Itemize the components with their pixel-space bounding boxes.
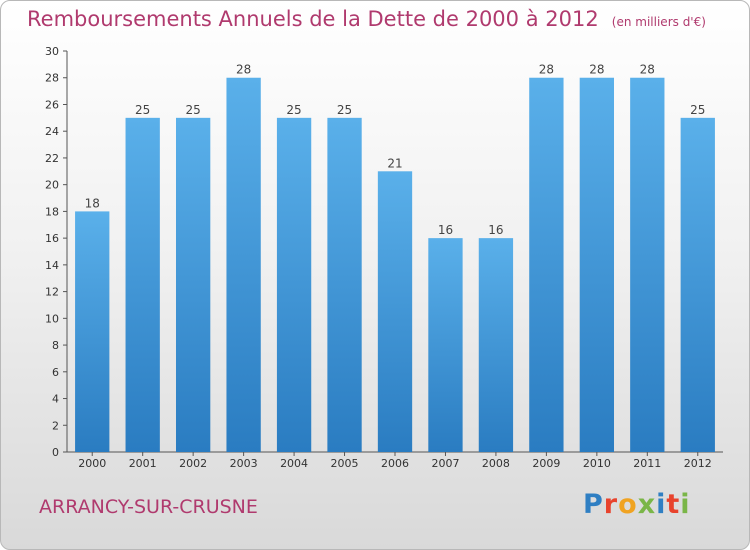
y-tick-label: 0 <box>52 446 59 459</box>
y-tick-label: 26 <box>45 98 59 111</box>
bar-2005 <box>327 117 362 452</box>
data-label: 28 <box>539 63 554 77</box>
chart-bars <box>75 77 715 453</box>
y-tick-label: 18 <box>45 205 59 218</box>
bar-2012 <box>680 117 715 452</box>
x-tick-label: 2000 <box>78 457 106 470</box>
data-label: 28 <box>236 63 251 77</box>
data-label: 25 <box>135 103 150 117</box>
y-tick-label: 2 <box>52 419 59 432</box>
bar-2004 <box>276 117 312 452</box>
data-label: 16 <box>438 223 453 237</box>
y-tick-label: 28 <box>45 72 59 85</box>
x-tick-label: 2004 <box>280 457 308 470</box>
data-label: 25 <box>286 103 301 117</box>
chart-labels: 2000 18 2001 25 2002 25 2003 28 2004 25 2005 25 2006… <box>78 63 712 470</box>
y-tick-label: 12 <box>45 286 59 299</box>
data-label: 21 <box>387 156 402 170</box>
x-tick-label: 2012 <box>684 457 712 470</box>
bar-2011 <box>630 77 665 452</box>
data-label: 16 <box>488 223 503 237</box>
data-label: 25 <box>690 103 705 117</box>
y-tick-label: 10 <box>45 312 59 325</box>
y-tick-label: 16 <box>45 232 59 245</box>
bar-2002 <box>175 117 211 452</box>
y-tick-label: 8 <box>52 339 59 352</box>
x-tick-label: 2008 <box>482 457 510 470</box>
x-tick-label: 2001 <box>129 457 157 470</box>
y-tick-label: 30 <box>45 45 59 58</box>
data-label: 28 <box>589 63 604 77</box>
y-tick-label: 14 <box>45 259 59 272</box>
y-tick-label: 22 <box>45 152 59 165</box>
data-label: 18 <box>85 196 100 210</box>
bar-2008 <box>478 238 514 452</box>
y-tick-label: 6 <box>52 366 59 379</box>
commune-name: ARRANCY-SUR-CRUSNE <box>39 496 258 518</box>
y-tick-label: 4 <box>52 393 59 406</box>
data-label: 28 <box>640 63 655 77</box>
bar-2010 <box>579 77 615 452</box>
x-tick-label: 2010 <box>583 457 611 470</box>
bar-2000 <box>75 211 110 452</box>
bar-2003 <box>226 77 261 452</box>
proxiti-logo: Proxiti <box>583 489 691 520</box>
x-tick-label: 2006 <box>381 457 409 470</box>
x-tick-label: 2009 <box>532 457 560 470</box>
bar-2009 <box>529 77 564 452</box>
data-label: 25 <box>186 103 201 117</box>
y-tick-label: 20 <box>45 179 59 192</box>
x-tick-label: 2002 <box>179 457 207 470</box>
x-tick-label: 2011 <box>633 457 661 470</box>
data-label: 25 <box>337 103 352 117</box>
chart-title-block: Remboursements Annuels de la Dette de 20… <box>27 7 706 31</box>
y-tick-label: 24 <box>45 125 59 138</box>
bar-2006 <box>377 171 413 453</box>
bar-2001 <box>125 117 160 452</box>
x-tick-label: 2003 <box>230 457 258 470</box>
x-tick-label: 2007 <box>431 457 459 470</box>
unit-label: (en milliers d'€) <box>611 15 706 29</box>
x-tick-label: 2005 <box>331 457 359 470</box>
chart-title: Remboursements Annuels de la Dette de 20… <box>27 7 599 31</box>
bar-2007 <box>428 238 463 452</box>
